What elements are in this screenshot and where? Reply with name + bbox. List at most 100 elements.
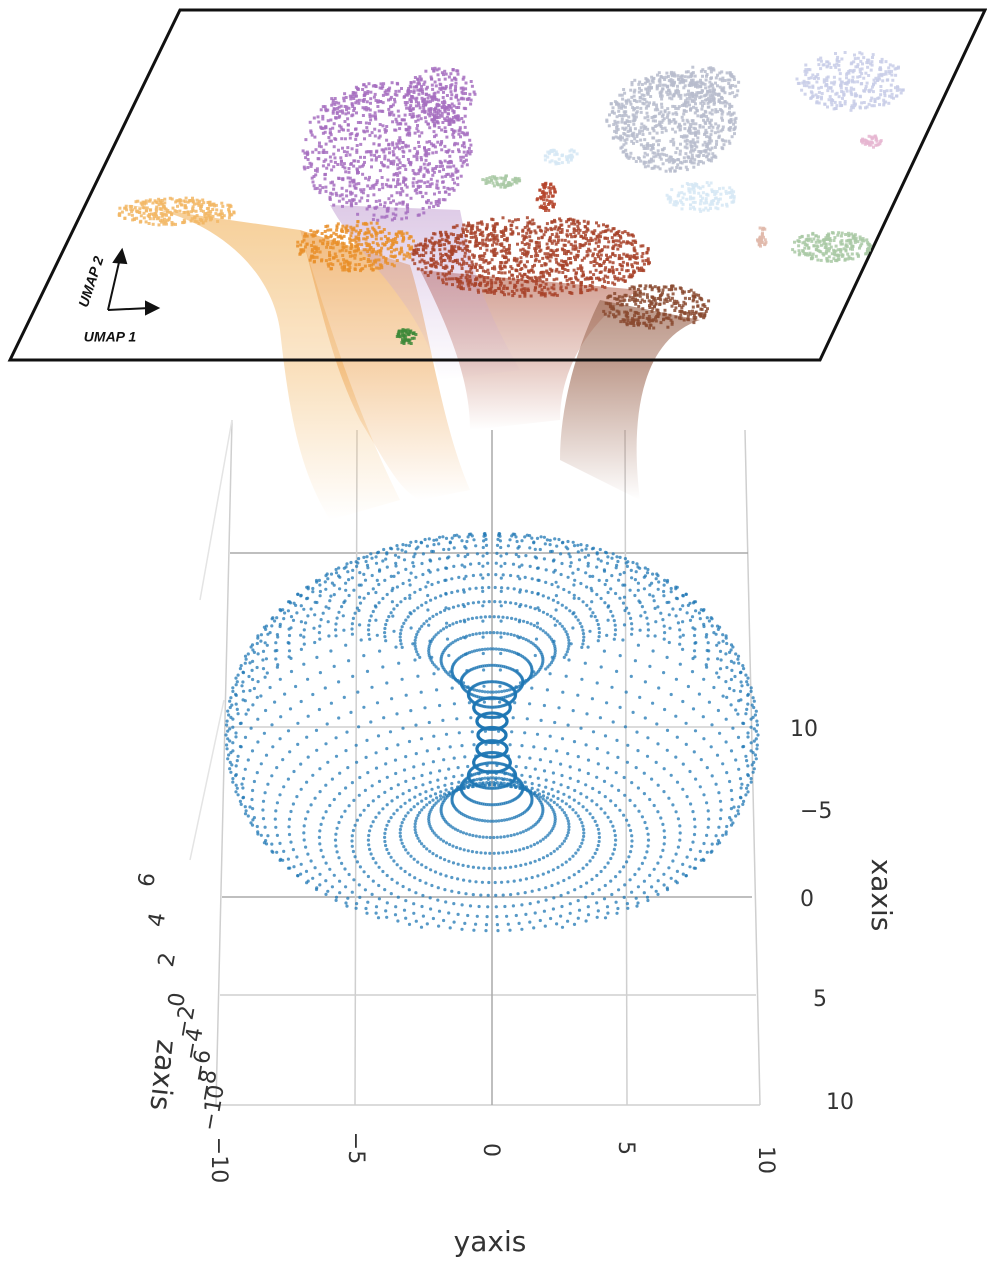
point [347,578,350,581]
point [736,809,739,812]
point [429,571,432,574]
point [637,867,640,870]
point [367,843,370,846]
point [394,564,397,567]
cluster-dot [449,87,452,90]
point [595,776,598,779]
point [719,800,722,803]
cluster-dot [357,121,360,124]
cluster-dot [317,121,320,124]
cluster-dot [378,199,381,202]
cluster-dot [369,91,372,94]
point [383,627,386,630]
point [314,866,317,869]
point [585,585,588,588]
point [486,820,489,823]
cluster-dot [450,97,453,100]
point [699,850,702,853]
point [460,744,463,747]
point [584,571,587,574]
point [435,613,438,616]
point [311,587,314,590]
point [484,615,487,618]
point [526,717,529,720]
point [352,850,355,853]
point [485,836,488,839]
point [449,541,452,544]
point [245,713,248,716]
cluster-dot [158,223,161,226]
point [728,780,731,783]
point [461,564,464,567]
point [487,881,490,884]
cluster-dot [463,160,466,163]
point [598,840,601,843]
point [643,891,646,894]
cluster-dot [452,165,455,168]
cluster-dot [374,135,377,138]
cluster-dot [327,119,330,122]
cluster-dot [356,213,359,216]
point [724,680,727,683]
cluster-dot [436,104,439,107]
cluster-dot [414,132,417,135]
cluster-dot [423,181,426,184]
point [483,777,486,780]
point [576,544,579,547]
cluster-dot [465,154,468,157]
cluster-dot [470,80,473,83]
point [448,843,451,846]
cluster-dot [460,159,463,162]
point [460,539,463,542]
point [287,729,290,732]
cluster-dot [129,208,132,211]
point [573,799,576,802]
point [509,743,512,746]
point [637,786,640,789]
point [693,750,696,753]
cluster-dot [139,221,142,224]
point [327,607,330,610]
cluster-dot [348,171,351,174]
cluster-dot [363,257,366,260]
axis-edge [745,430,760,1105]
point [434,870,437,873]
point [429,771,432,774]
cluster-dot [401,146,404,149]
point [734,652,737,655]
cluster-dot [362,114,365,117]
point [739,777,742,780]
point [569,565,572,568]
point [604,795,607,798]
point [384,762,387,765]
cluster-dot [434,92,437,95]
point [482,631,485,634]
point [418,656,421,659]
cluster-dot [325,151,328,154]
cluster-dot [430,76,433,79]
point [681,648,684,651]
cluster-dot [341,205,344,208]
point [663,883,666,886]
cluster-dot [389,185,392,188]
point [666,601,669,604]
cluster-dot [350,204,353,207]
cluster-dot [329,156,332,159]
point [377,551,380,554]
point [331,778,334,781]
point [486,552,489,555]
point [462,831,465,834]
point [420,691,423,694]
point [694,729,697,732]
point [539,627,542,630]
cluster-dot [338,200,341,203]
point [623,596,626,599]
point [510,850,513,853]
point [486,562,489,565]
cluster-dot [399,122,402,125]
point [229,771,232,774]
point [716,754,719,757]
point [486,905,489,908]
point [478,905,481,908]
point [345,905,348,908]
